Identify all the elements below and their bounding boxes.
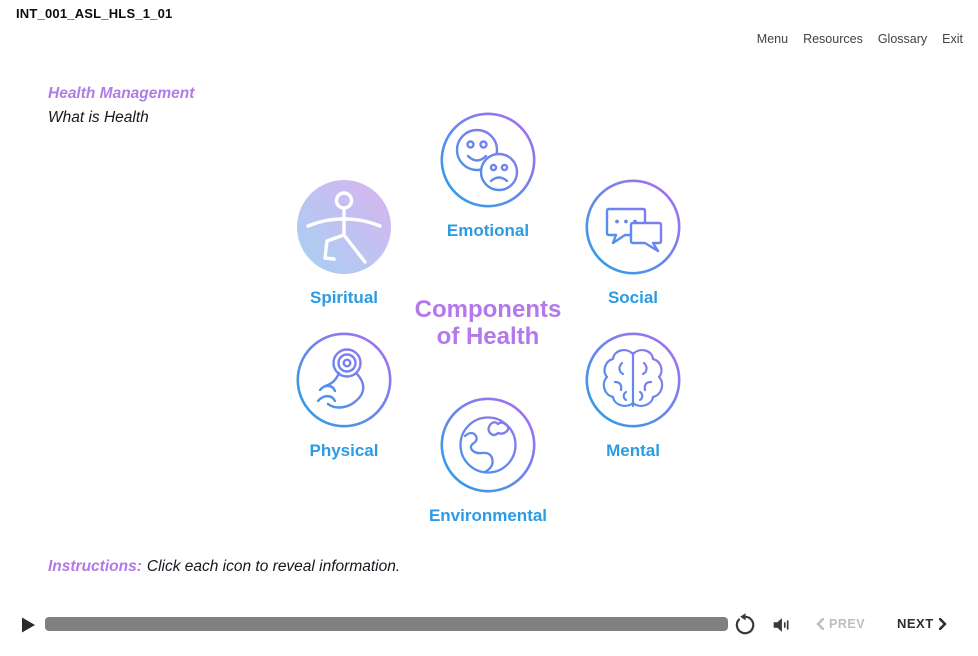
play-button[interactable] <box>18 615 38 635</box>
chevron-right-icon <box>938 617 946 630</box>
lesson-title: What is Health <box>48 109 149 126</box>
component-label: Physical <box>309 441 379 460</box>
nav-menu[interactable]: Menu <box>756 32 789 46</box>
slide-heading-line1: Components <box>414 296 562 323</box>
prev-label: PREV <box>829 617 866 631</box>
top-nav: Menu Resources Glossary Exit <box>757 32 963 46</box>
volume-button[interactable] <box>770 614 792 636</box>
component-label: Social <box>607 288 659 307</box>
volume-icon <box>773 618 789 632</box>
prev-button[interactable]: PREV <box>816 617 865 631</box>
instructions-text: Click each icon to reveal information. <box>146 558 401 575</box>
course-title: Health Management <box>48 85 195 102</box>
yoga-pose-icon <box>297 180 391 274</box>
component-mental[interactable]: Mental <box>563 330 703 462</box>
brain-icon <box>585 332 681 428</box>
speech-bubbles-icon <box>585 179 681 275</box>
next-button[interactable]: NEXT <box>897 616 947 631</box>
slide-heading: Components of Health <box>378 296 598 350</box>
slide-heading-line2: of Health <box>436 323 540 350</box>
globe-icon <box>440 397 536 493</box>
nav-glossary[interactable]: Glossary <box>877 32 928 46</box>
course-code: INT_001_ASL_HLS_1_01 <box>16 6 173 21</box>
component-label: Mental <box>606 441 660 460</box>
seekbar[interactable] <box>45 617 728 631</box>
happy-sad-faces-icon <box>440 112 536 208</box>
flexed-arm-dumbbell-icon <box>296 332 392 428</box>
instructions-label: Instructions: <box>48 558 142 575</box>
play-icon <box>22 617 35 633</box>
component-environmental[interactable]: Environmental <box>418 395 558 527</box>
instructions: Instructions: Click each icon to reveal i… <box>48 558 400 576</box>
component-label: Spiritual <box>309 288 378 307</box>
component-label: Environmental <box>428 506 548 525</box>
replay-icon <box>735 613 755 635</box>
component-label: Emotional <box>446 221 530 240</box>
component-emotional[interactable]: Emotional <box>418 110 558 242</box>
component-spiritual[interactable]: Spiritual <box>274 177 414 309</box>
chevron-left-icon <box>816 618 824 630</box>
nav-exit[interactable]: Exit <box>942 32 963 46</box>
next-label: NEXT <box>897 616 934 631</box>
nav-resources[interactable]: Resources <box>803 32 863 46</box>
component-physical[interactable]: Physical <box>274 330 414 462</box>
component-social[interactable]: Social <box>563 177 703 309</box>
replay-button[interactable] <box>732 612 758 638</box>
